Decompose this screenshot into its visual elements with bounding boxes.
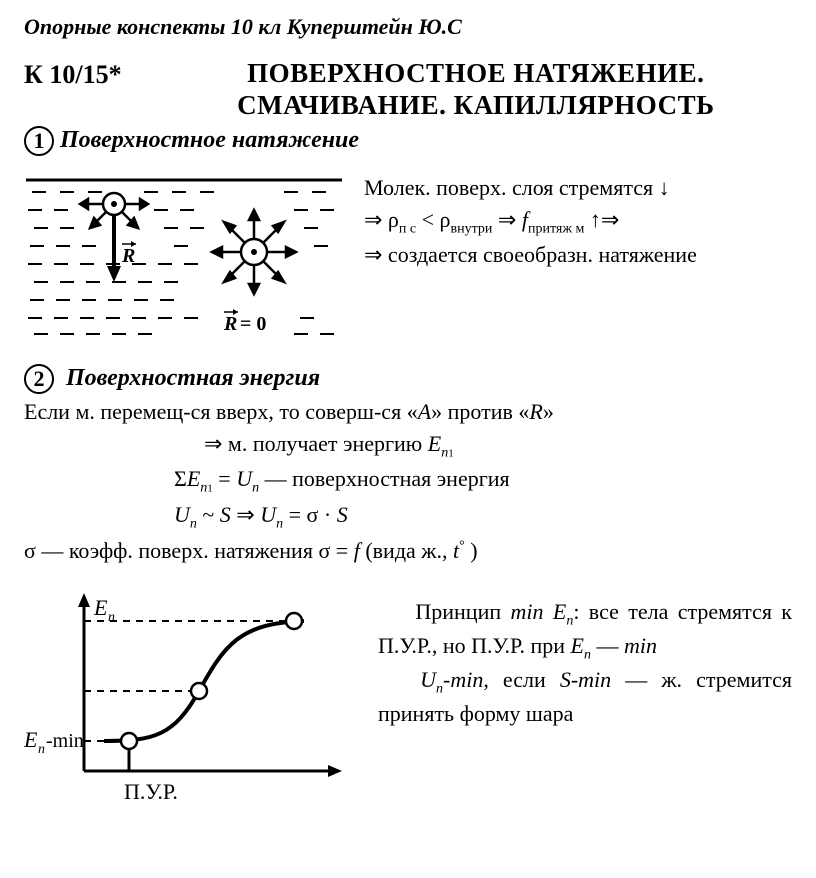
section-1-head: 1 Поверхностное натяжение	[24, 126, 792, 156]
s2-l4arr: ⇒	[231, 502, 260, 527]
svg-text:П.У.Р.: П.У.Р.	[124, 779, 178, 804]
k-code: К 10/15*	[24, 58, 122, 90]
s3-l1sub2: n	[584, 647, 591, 662]
svg-text:= 0: = 0	[240, 313, 266, 335]
section-2-number: 2	[24, 364, 54, 394]
s2-l3U: U	[236, 466, 252, 491]
section-3-text: Принцип min En: все тела стремятся к П.У…	[378, 581, 792, 730]
s2-l4eq: = σ ·	[283, 502, 337, 527]
s1-l2-a: ⇒ ρ	[364, 207, 399, 232]
s2-l4S: S	[220, 502, 231, 527]
s1-l2-sub3: притяж м	[528, 221, 584, 236]
s2-l4U: U	[174, 502, 190, 527]
s2-l2E: E	[428, 431, 441, 456]
s2-l5a: σ — коэфф. поверх. натяжения σ =	[24, 538, 354, 563]
surface-tension-figure: R R = 0	[24, 162, 344, 342]
s2-l4sub: n	[190, 516, 197, 531]
document-header: Опорные конспекты 10 кл Куперштейн Ю.С	[24, 14, 792, 40]
s1-l3: ⇒ создается своеобразн. натяжение	[364, 242, 697, 267]
title-line-1: ПОВЕРХНОСТНОЕ НАТЯЖЕНИЕ.	[247, 58, 704, 88]
section-1-text: Молек. поверх. слоя стремятся ↓ ⇒ ρп с <…	[364, 162, 697, 271]
s2-l3eq: =	[213, 466, 236, 491]
down-arrow-icon: ↓	[659, 175, 670, 200]
s3-l1E2: E	[571, 633, 584, 658]
svg-text:E: E	[93, 595, 108, 620]
s1-l2-c: ⇒	[498, 207, 522, 232]
section-2-title: Поверхностная энергия	[66, 365, 320, 392]
section-2-body: Если м. перемещ-ся вверх, то соверш-ся «…	[24, 396, 792, 567]
s1-l2-sub1: п с	[399, 221, 416, 236]
section-3: E n E n -min П.У.Р. Принцип min En: все …	[24, 581, 792, 811]
svg-text:E: E	[24, 727, 38, 752]
section-2: 2 Поверхностная энергия Если м. перемещ-…	[24, 364, 792, 567]
s1-l2-b: < ρ	[422, 207, 451, 232]
s2-l1R: R	[529, 399, 542, 424]
section-1-number: 1	[24, 126, 54, 156]
s2-l4t: ~	[197, 502, 220, 527]
s2-l4S2: S	[337, 502, 348, 527]
s1-l2-sub2: внутри	[451, 221, 493, 236]
s2-l2: ⇒ м. получает энергию	[204, 431, 428, 456]
s2-l1a: Если м. перемещ-ся вверх, то соверш-ся «	[24, 399, 418, 424]
s2-l3E1: E	[187, 466, 200, 491]
s2-l4U2: U	[260, 502, 276, 527]
section-1-body: R R = 0	[24, 162, 792, 342]
s2-l1A: A	[418, 399, 431, 424]
s3-l1a: Принцип	[415, 599, 510, 624]
svg-text:R: R	[121, 245, 135, 267]
title-row: К 10/15* ПОВЕРХНОСТНОЕ НАТЯЖЕНИЕ. СМАЧИВ…	[24, 58, 792, 122]
s3-l2b: , если	[483, 667, 560, 692]
title-line-2: СМАЧИВАНИЕ. КАПИЛЛЯРНОСТЬ	[237, 90, 714, 120]
s2-l5c: )	[465, 538, 478, 563]
interior-molecule: R = 0	[212, 210, 296, 335]
s3-l2S: S-min	[560, 667, 611, 692]
s3-l1min: min	[511, 599, 544, 624]
s3-sp	[544, 599, 553, 624]
surface-molecule: R	[80, 193, 148, 282]
s2-l2sub2: 1	[448, 447, 454, 459]
s2-l3dash: — поверхностная энергия	[259, 466, 510, 491]
s2-l5b: (вида ж.,	[360, 538, 453, 563]
s3-l2U: U	[420, 667, 436, 692]
svg-text:n: n	[108, 610, 115, 625]
svg-text:R: R	[223, 313, 237, 335]
s3-l2min: min	[450, 667, 483, 692]
s3-l1E: E	[553, 599, 566, 624]
s3-l2sub: n	[436, 682, 443, 697]
main-title: ПОВЕРХНОСТНОЕ НАТЯЖЕНИЕ. СМАЧИВАНИЕ. КАП…	[160, 58, 792, 122]
svg-text:-min: -min	[46, 730, 84, 752]
section-2-head: 2 Поверхностная энергия	[24, 364, 792, 394]
s1-l1: Молек. поверх. слоя стремятся	[364, 175, 659, 200]
svg-text:n: n	[38, 742, 45, 757]
s2-l1b: » против «	[431, 399, 529, 424]
energy-graph: E n E n -min П.У.Р.	[24, 581, 354, 811]
s1-l2-d: ↑⇒	[590, 207, 619, 232]
s2-l1c: »	[543, 399, 554, 424]
s3-l1min2: min	[624, 633, 657, 658]
s2-l3a: Σ	[174, 466, 187, 491]
section-1-title: Поверхностное натяжение	[60, 127, 359, 154]
s3-l1c: —	[591, 633, 624, 658]
